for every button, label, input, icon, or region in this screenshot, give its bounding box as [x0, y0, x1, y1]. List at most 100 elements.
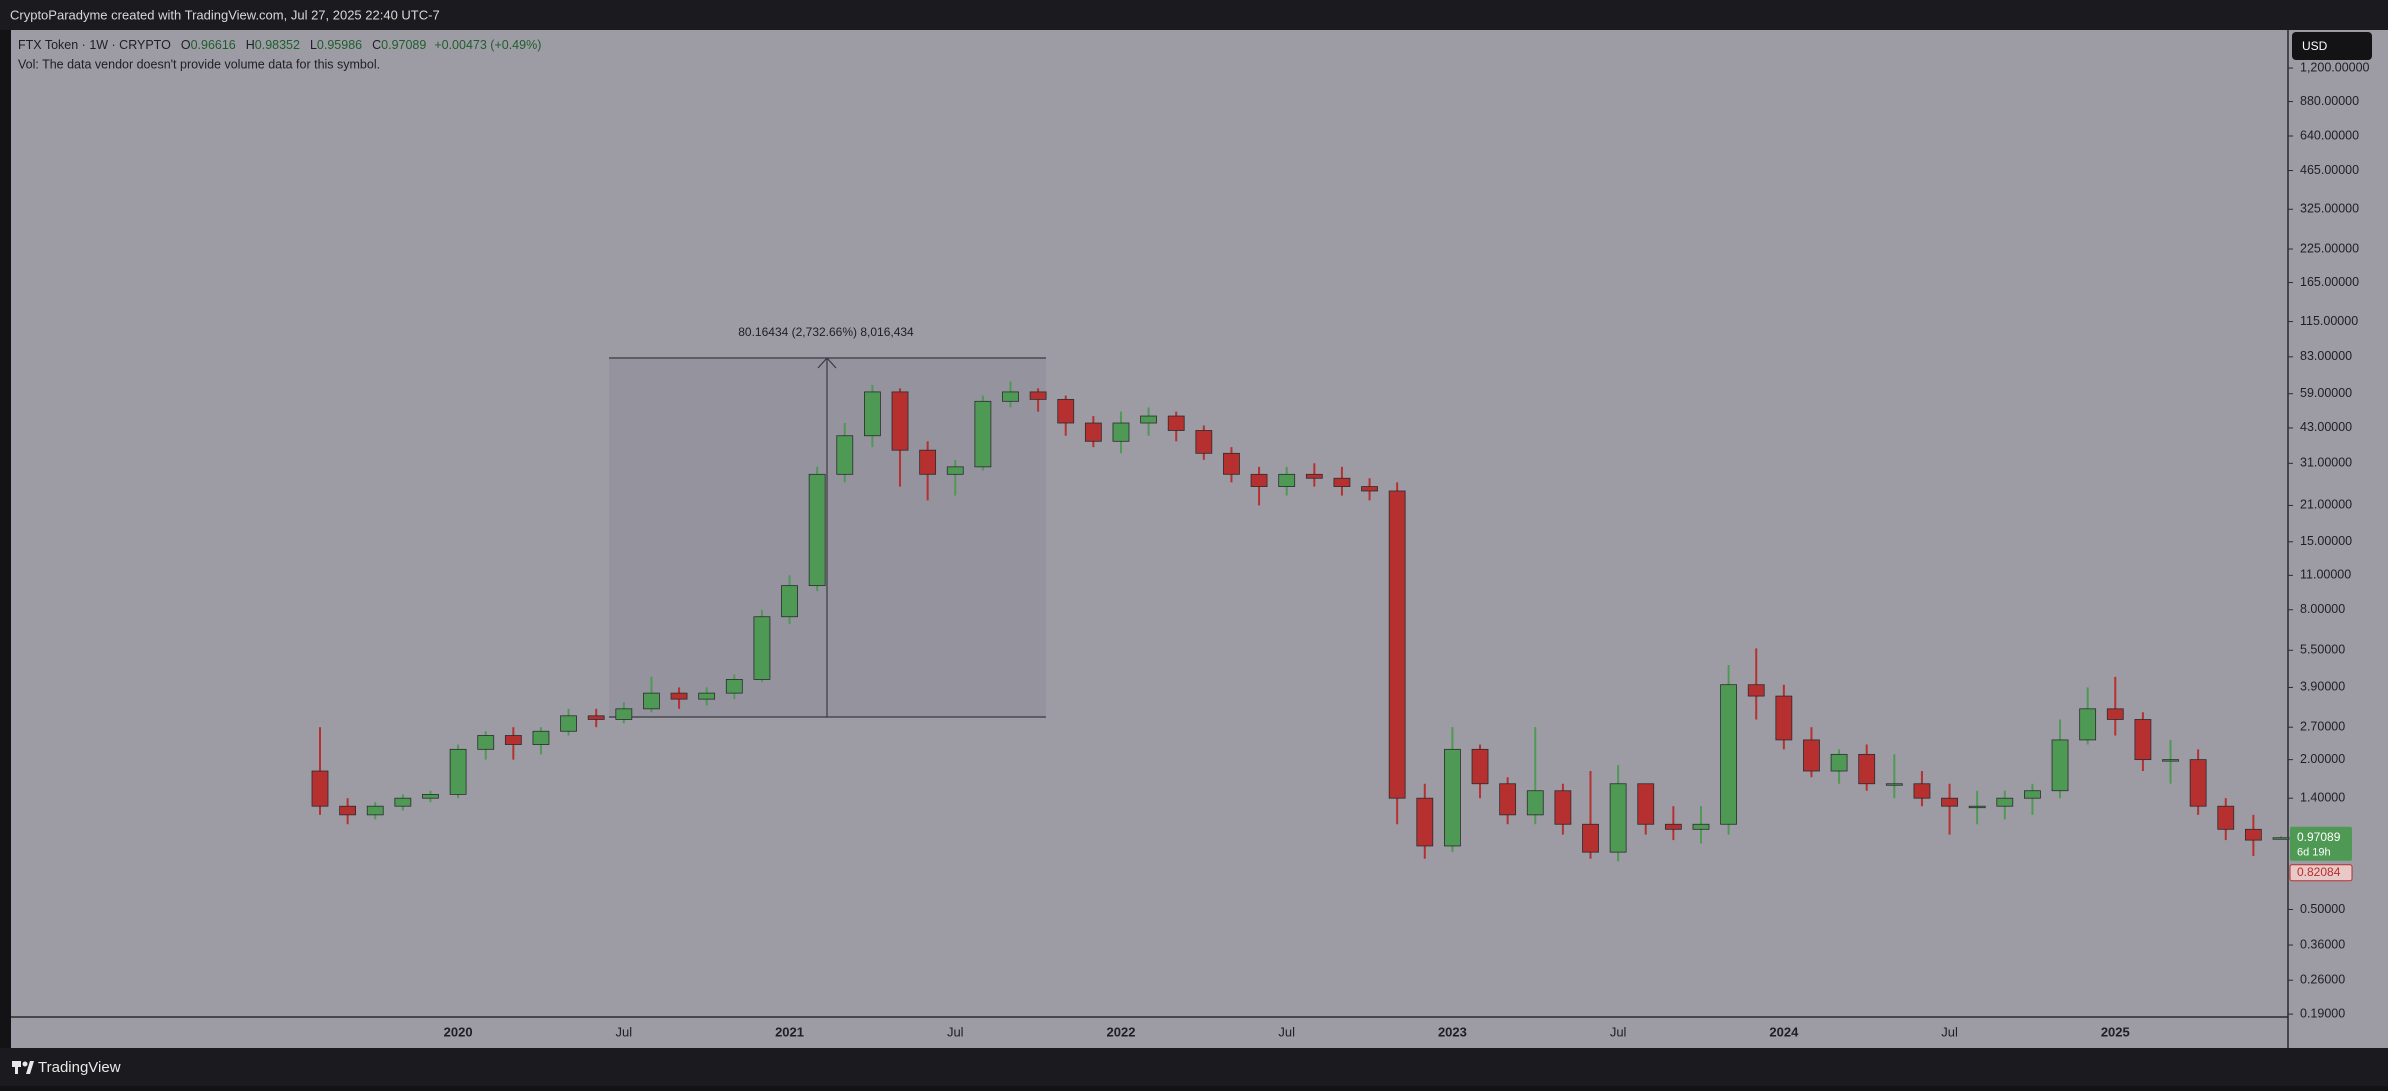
time-axis	[11, 1017, 2288, 1048]
y-tick-label: 225.00000	[2300, 241, 2359, 255]
candle-body	[1692, 823, 1710, 830]
y-tick-label: 115.00000	[2300, 314, 2358, 328]
y-tick-label: 1,200.00000	[2300, 60, 2370, 74]
legend-text: 0.96616	[191, 38, 236, 52]
legend-text: L	[310, 38, 317, 52]
last-price-tag	[2290, 826, 2352, 861]
candle-body	[2079, 708, 2097, 741]
candle-body	[311, 770, 329, 807]
candle-body	[1858, 753, 1876, 785]
candle-body	[1637, 783, 1655, 825]
candle-body	[808, 473, 826, 587]
candle-body	[946, 466, 964, 475]
y-tick-label: 465.00000	[2300, 163, 2359, 177]
candle-body	[891, 391, 909, 451]
candle-body	[1526, 790, 1544, 816]
x-tick-label: Jul	[1610, 1024, 1627, 1039]
candle-body	[974, 400, 992, 468]
y-tick-label: 2.00000	[2300, 752, 2345, 766]
currency-label[interactable]: USD	[2302, 39, 2328, 53]
candle-body	[2134, 719, 2152, 761]
candle-body	[2051, 739, 2069, 792]
legend-text: 0.98352	[255, 38, 300, 52]
candle-body	[1941, 797, 1958, 807]
candle-body	[698, 692, 716, 700]
y-tick-label: 11.00000	[2300, 568, 2351, 582]
candle-body	[2024, 790, 2041, 799]
candle-body	[753, 616, 771, 680]
candle-body	[2106, 708, 2124, 720]
legend-text: +0.00473 (+0.49%)	[434, 38, 541, 52]
candle-body	[1996, 797, 2014, 807]
candle-body	[1029, 391, 1047, 400]
y-tick-label: 15.00000	[2300, 534, 2352, 548]
low-price-label: 0.82084	[2297, 865, 2341, 879]
y-tick-label: 43.00000	[2300, 420, 2352, 434]
candle-body	[1775, 695, 1793, 741]
candle-body	[1913, 783, 1931, 799]
logo-shape	[15, 1061, 18, 1074]
y-tick-label: 0.26000	[2300, 973, 2345, 987]
candle-body	[504, 735, 522, 745]
legend-text: O	[181, 38, 191, 52]
y-tick-label: 83.00000	[2300, 349, 2352, 363]
measure-arrow	[817, 357, 837, 369]
candle-body	[1803, 739, 1820, 772]
candle-body	[1388, 490, 1406, 799]
x-tick-label: 2020	[444, 1024, 473, 1039]
top-bar	[0, 0, 2388, 30]
candle-body	[781, 585, 798, 618]
candle-body	[919, 449, 937, 475]
legend-text: H	[246, 38, 255, 52]
y-tick-label: 325.00000	[2300, 202, 2359, 216]
attribution: CryptoParadyme created with TradingView.…	[10, 7, 440, 22]
measure-label: 80.16434 (2,732.66%) 8,016,434	[738, 325, 914, 339]
candle-body	[1361, 486, 1378, 492]
x-tick-label: 2021	[775, 1024, 804, 1039]
legend-text: FTX Token · 1W · CRYPTO	[18, 38, 171, 52]
y-tick-label: 3.90000	[2300, 680, 2345, 694]
candle-body	[1554, 790, 1572, 825]
x-tick-label: Jul	[1941, 1024, 1958, 1039]
y-tick-label: 0.19000	[2300, 1006, 2345, 1020]
y-tick-label: 640.00000	[2300, 128, 2359, 142]
legend: FTX Token · 1W · CRYPTO O0.96616 H0.98352 L…	[18, 38, 541, 71]
currency-button[interactable]	[2292, 32, 2372, 60]
y-tick-label: 2.70000	[2300, 719, 2345, 733]
candle-body	[1057, 398, 1075, 424]
candle-body	[1582, 823, 1599, 853]
candle-body	[1305, 473, 1323, 479]
low-price-tag	[2289, 864, 2353, 882]
y-tick-label: 0.50000	[2300, 902, 2345, 916]
candle-body	[422, 793, 439, 799]
candle-body	[1885, 783, 1903, 786]
symbol-line: FTX Token · 1W · CRYPTO O0.96616 H0.98352 L…	[18, 38, 541, 52]
candle-body	[1444, 748, 1461, 847]
candle-body	[1112, 422, 1130, 442]
logo-shape	[22, 1061, 28, 1067]
brand-logo	[12, 1061, 34, 1074]
y-tick-label: 165.00000	[2300, 275, 2359, 289]
y-tick-label: 0.36000	[2300, 937, 2345, 951]
y-tick-label: 880.00000	[2300, 94, 2359, 108]
candle-body	[1830, 753, 1848, 772]
brand: TradingView	[38, 1059, 121, 1076]
candle-body	[560, 715, 577, 732]
legend-text: C	[372, 38, 381, 52]
candle-body	[477, 735, 495, 750]
candle-body	[670, 692, 688, 700]
candle-body	[2217, 805, 2235, 830]
volume-note: Vol: The data vendor doesn't provide vol…	[18, 57, 380, 71]
candle-body	[1278, 473, 1296, 487]
legend-text: 0.97089	[381, 38, 426, 52]
candle-body	[1002, 391, 1019, 402]
candle-body	[836, 435, 854, 475]
candle-body	[1140, 415, 1157, 424]
candle-body	[1720, 684, 1738, 825]
candle-body	[1333, 477, 1351, 487]
candles	[311, 381, 2290, 862]
bottom-bar	[0, 1048, 2388, 1086]
x-tick-label: Jul	[1278, 1024, 1295, 1039]
candle-body	[2272, 837, 2290, 840]
candle-body	[2162, 759, 2179, 762]
